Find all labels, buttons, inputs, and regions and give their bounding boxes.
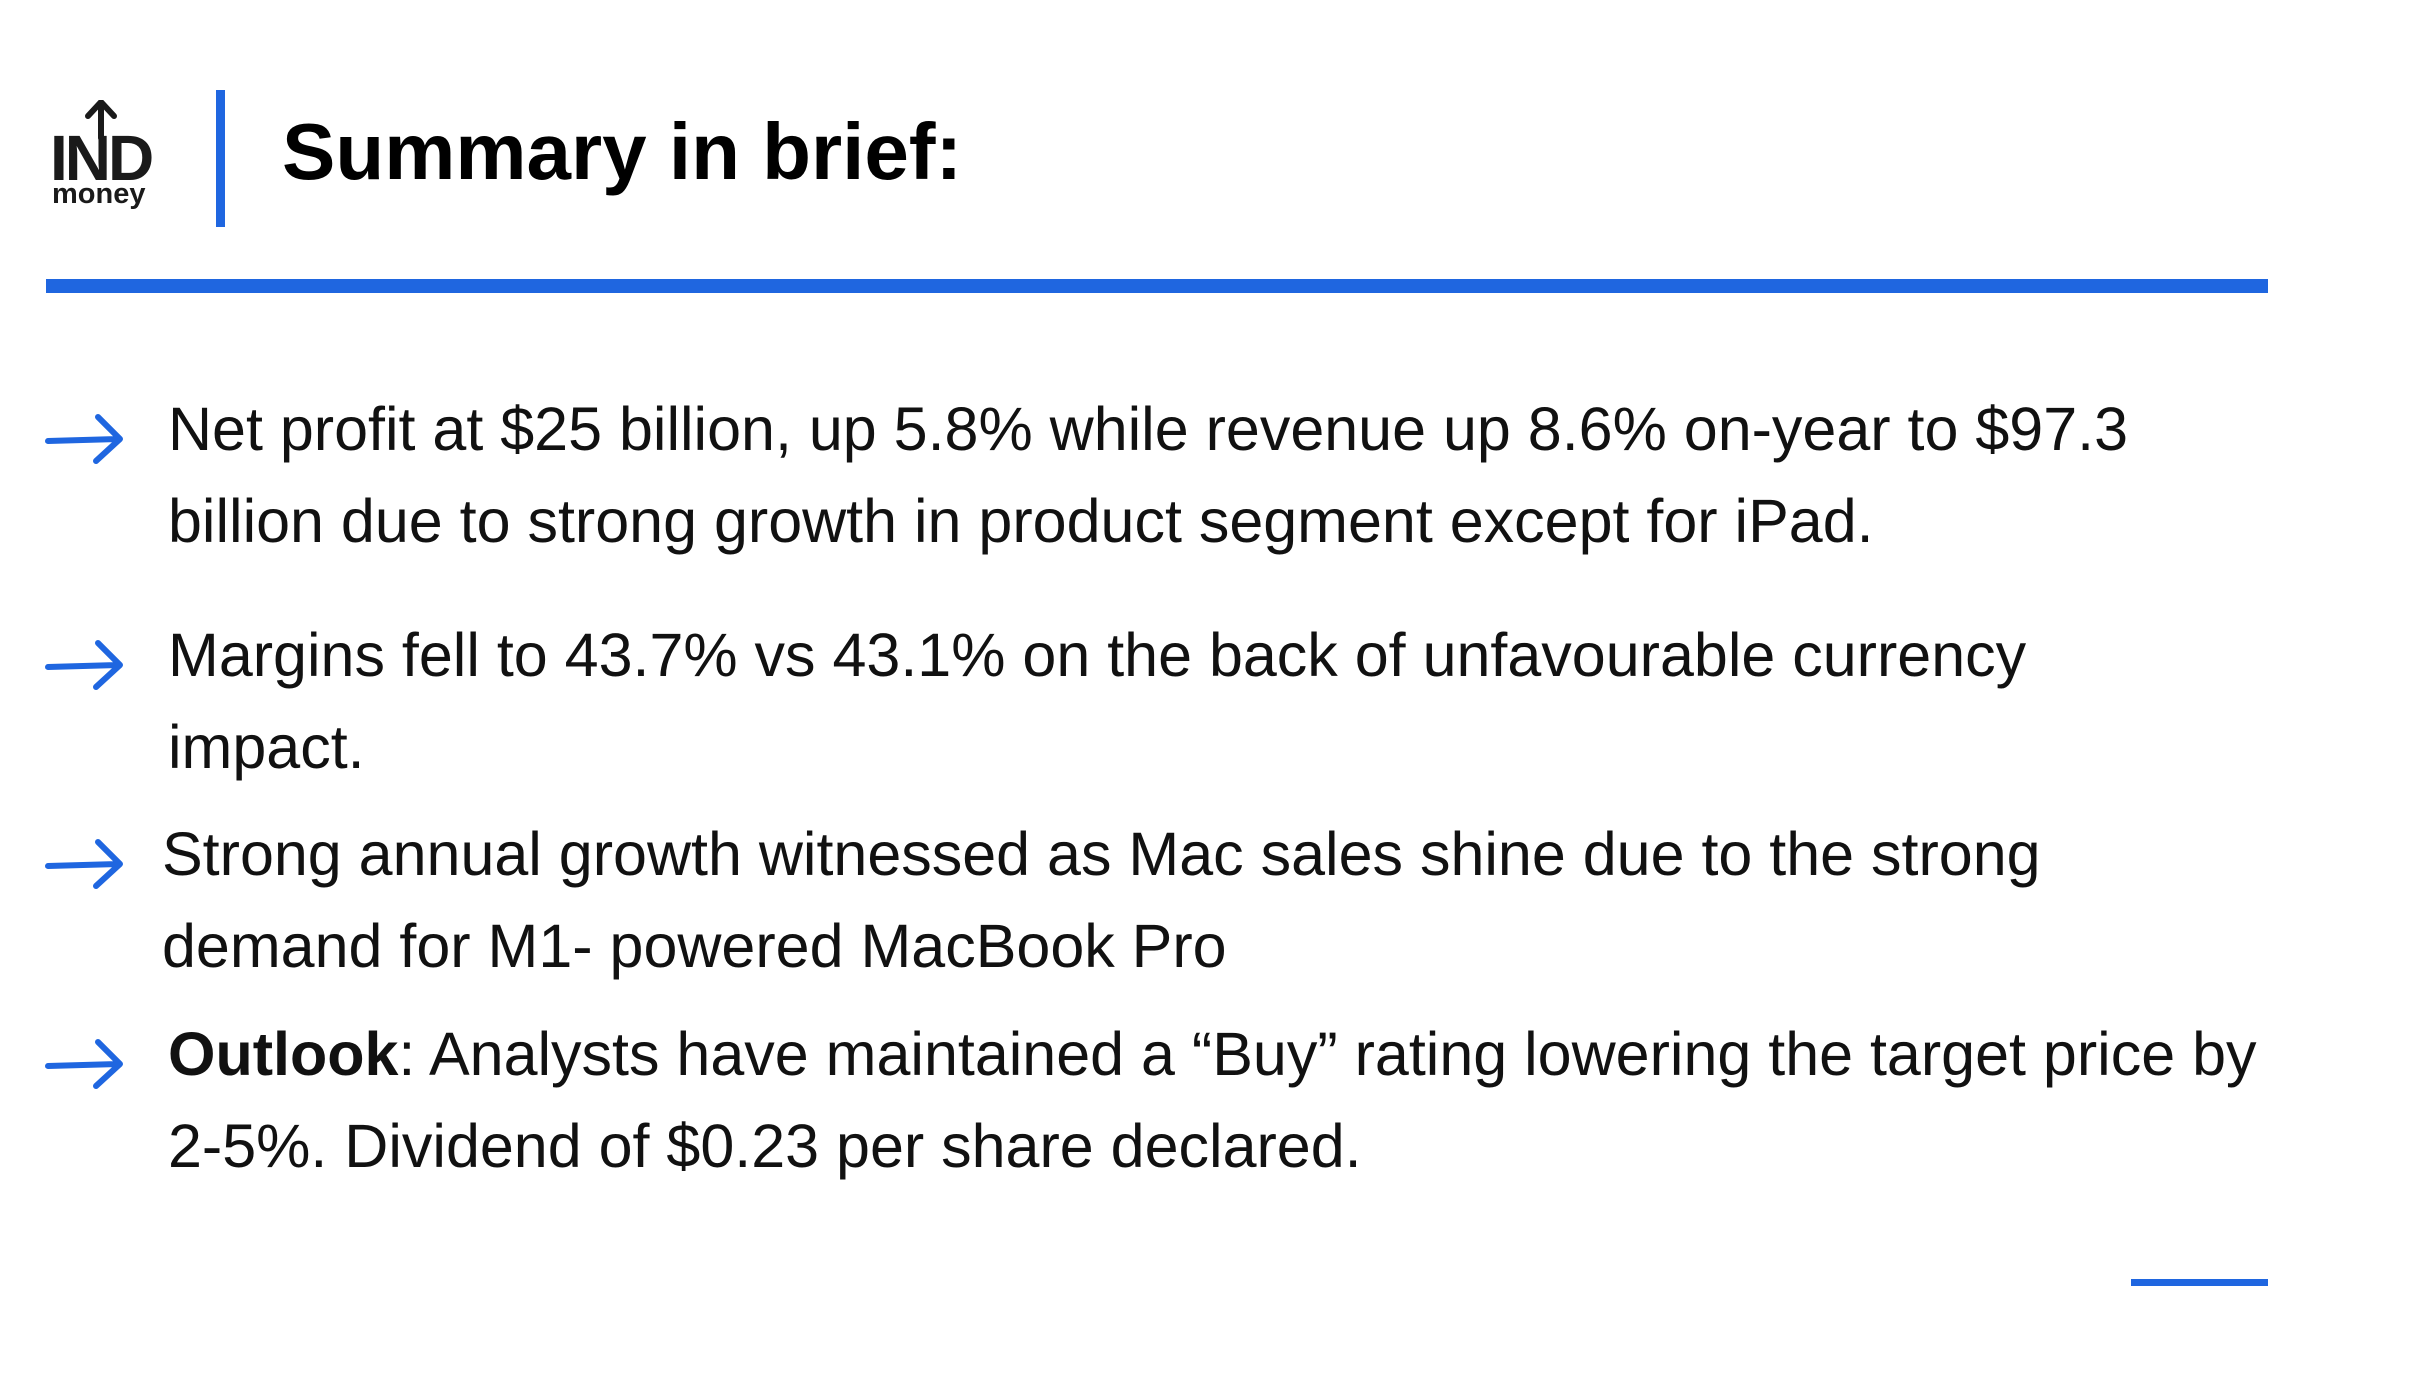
- bullet-text: Strong annual growth witnessed as Mac sa…: [162, 808, 2252, 992]
- bullet-body: Strong annual growth witnessed as Mac sa…: [162, 820, 2041, 980]
- indmoney-logo: IND money: [50, 100, 160, 212]
- bullet-lead: Outlook: [168, 1020, 399, 1088]
- footer-accent-line: [2131, 1279, 2268, 1286]
- bullet-text: Margins fell to 43.7% vs 43.1% on the ba…: [168, 609, 2218, 793]
- header-rule: [46, 279, 2268, 293]
- arrow-right-icon: [45, 640, 123, 690]
- arrow-right-icon: [45, 414, 123, 464]
- bullet-text: Outlook: Analysts have maintained a “Buy…: [168, 1008, 2258, 1192]
- bullet-body: Net profit at $25 billion, up 5.8% while…: [168, 395, 2129, 555]
- logo-mark: IND: [50, 122, 154, 194]
- page-title: Summary in brief:: [282, 107, 963, 196]
- bullet-body: : Analysts have maintained a “Buy” ratin…: [168, 1020, 2257, 1180]
- bullet-text: Net profit at $25 billion, up 5.8% while…: [168, 383, 2298, 567]
- arrow-right-icon: [45, 839, 123, 889]
- bullet-body: Margins fell to 43.7% vs 43.1% on the ba…: [168, 621, 2027, 781]
- up-arrow-icon: [85, 100, 117, 140]
- header-divider: [216, 90, 225, 227]
- logo-word: money: [52, 178, 146, 210]
- arrow-right-icon: [45, 1039, 123, 1089]
